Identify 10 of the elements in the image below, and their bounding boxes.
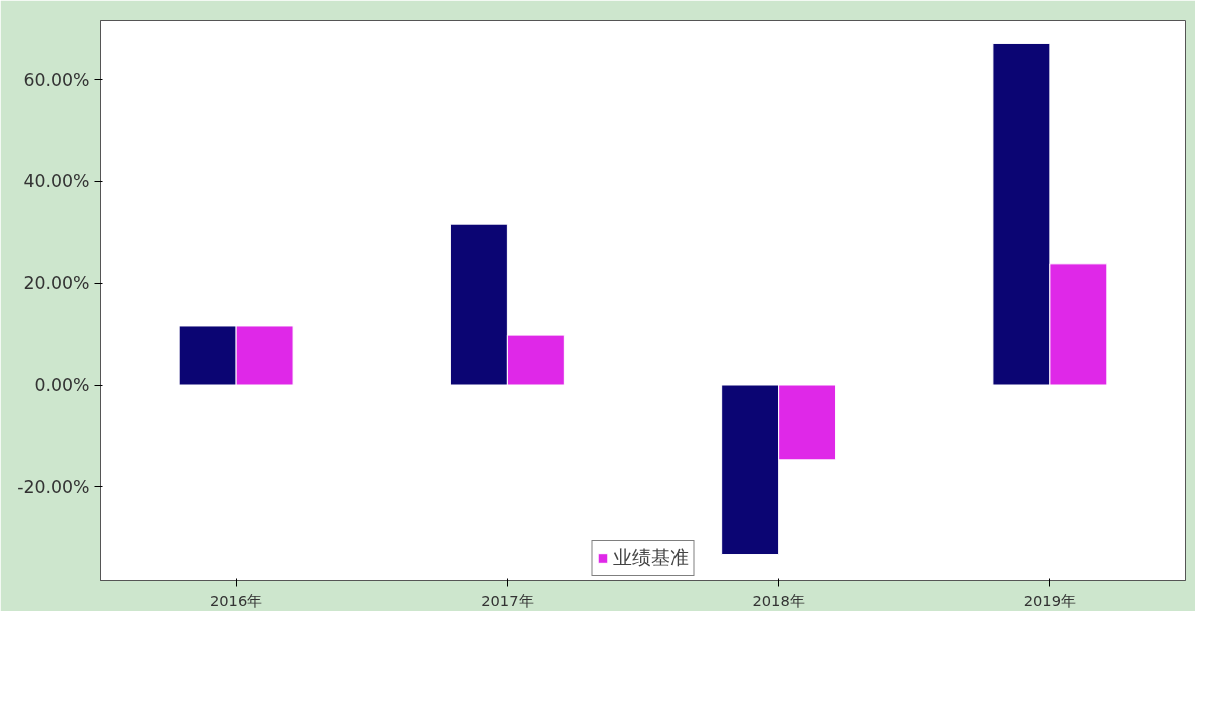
y-tick-label: 60.00% — [23, 69, 90, 90]
y-tick-label: -20.00% — [17, 476, 90, 497]
x-tick-label: 2018年 — [752, 591, 805, 609]
y-tick-label: 0.00% — [34, 375, 90, 396]
legend-label: 业绩基准 — [613, 546, 689, 570]
y-tick-label: 20.00% — [23, 273, 90, 294]
x-tick-label: 2019年 — [1023, 591, 1077, 609]
x-tick-label: 2017年 — [481, 591, 534, 609]
x-tick-label: 2016年 — [209, 591, 263, 609]
y-tick-label: 40.00% — [23, 171, 90, 192]
